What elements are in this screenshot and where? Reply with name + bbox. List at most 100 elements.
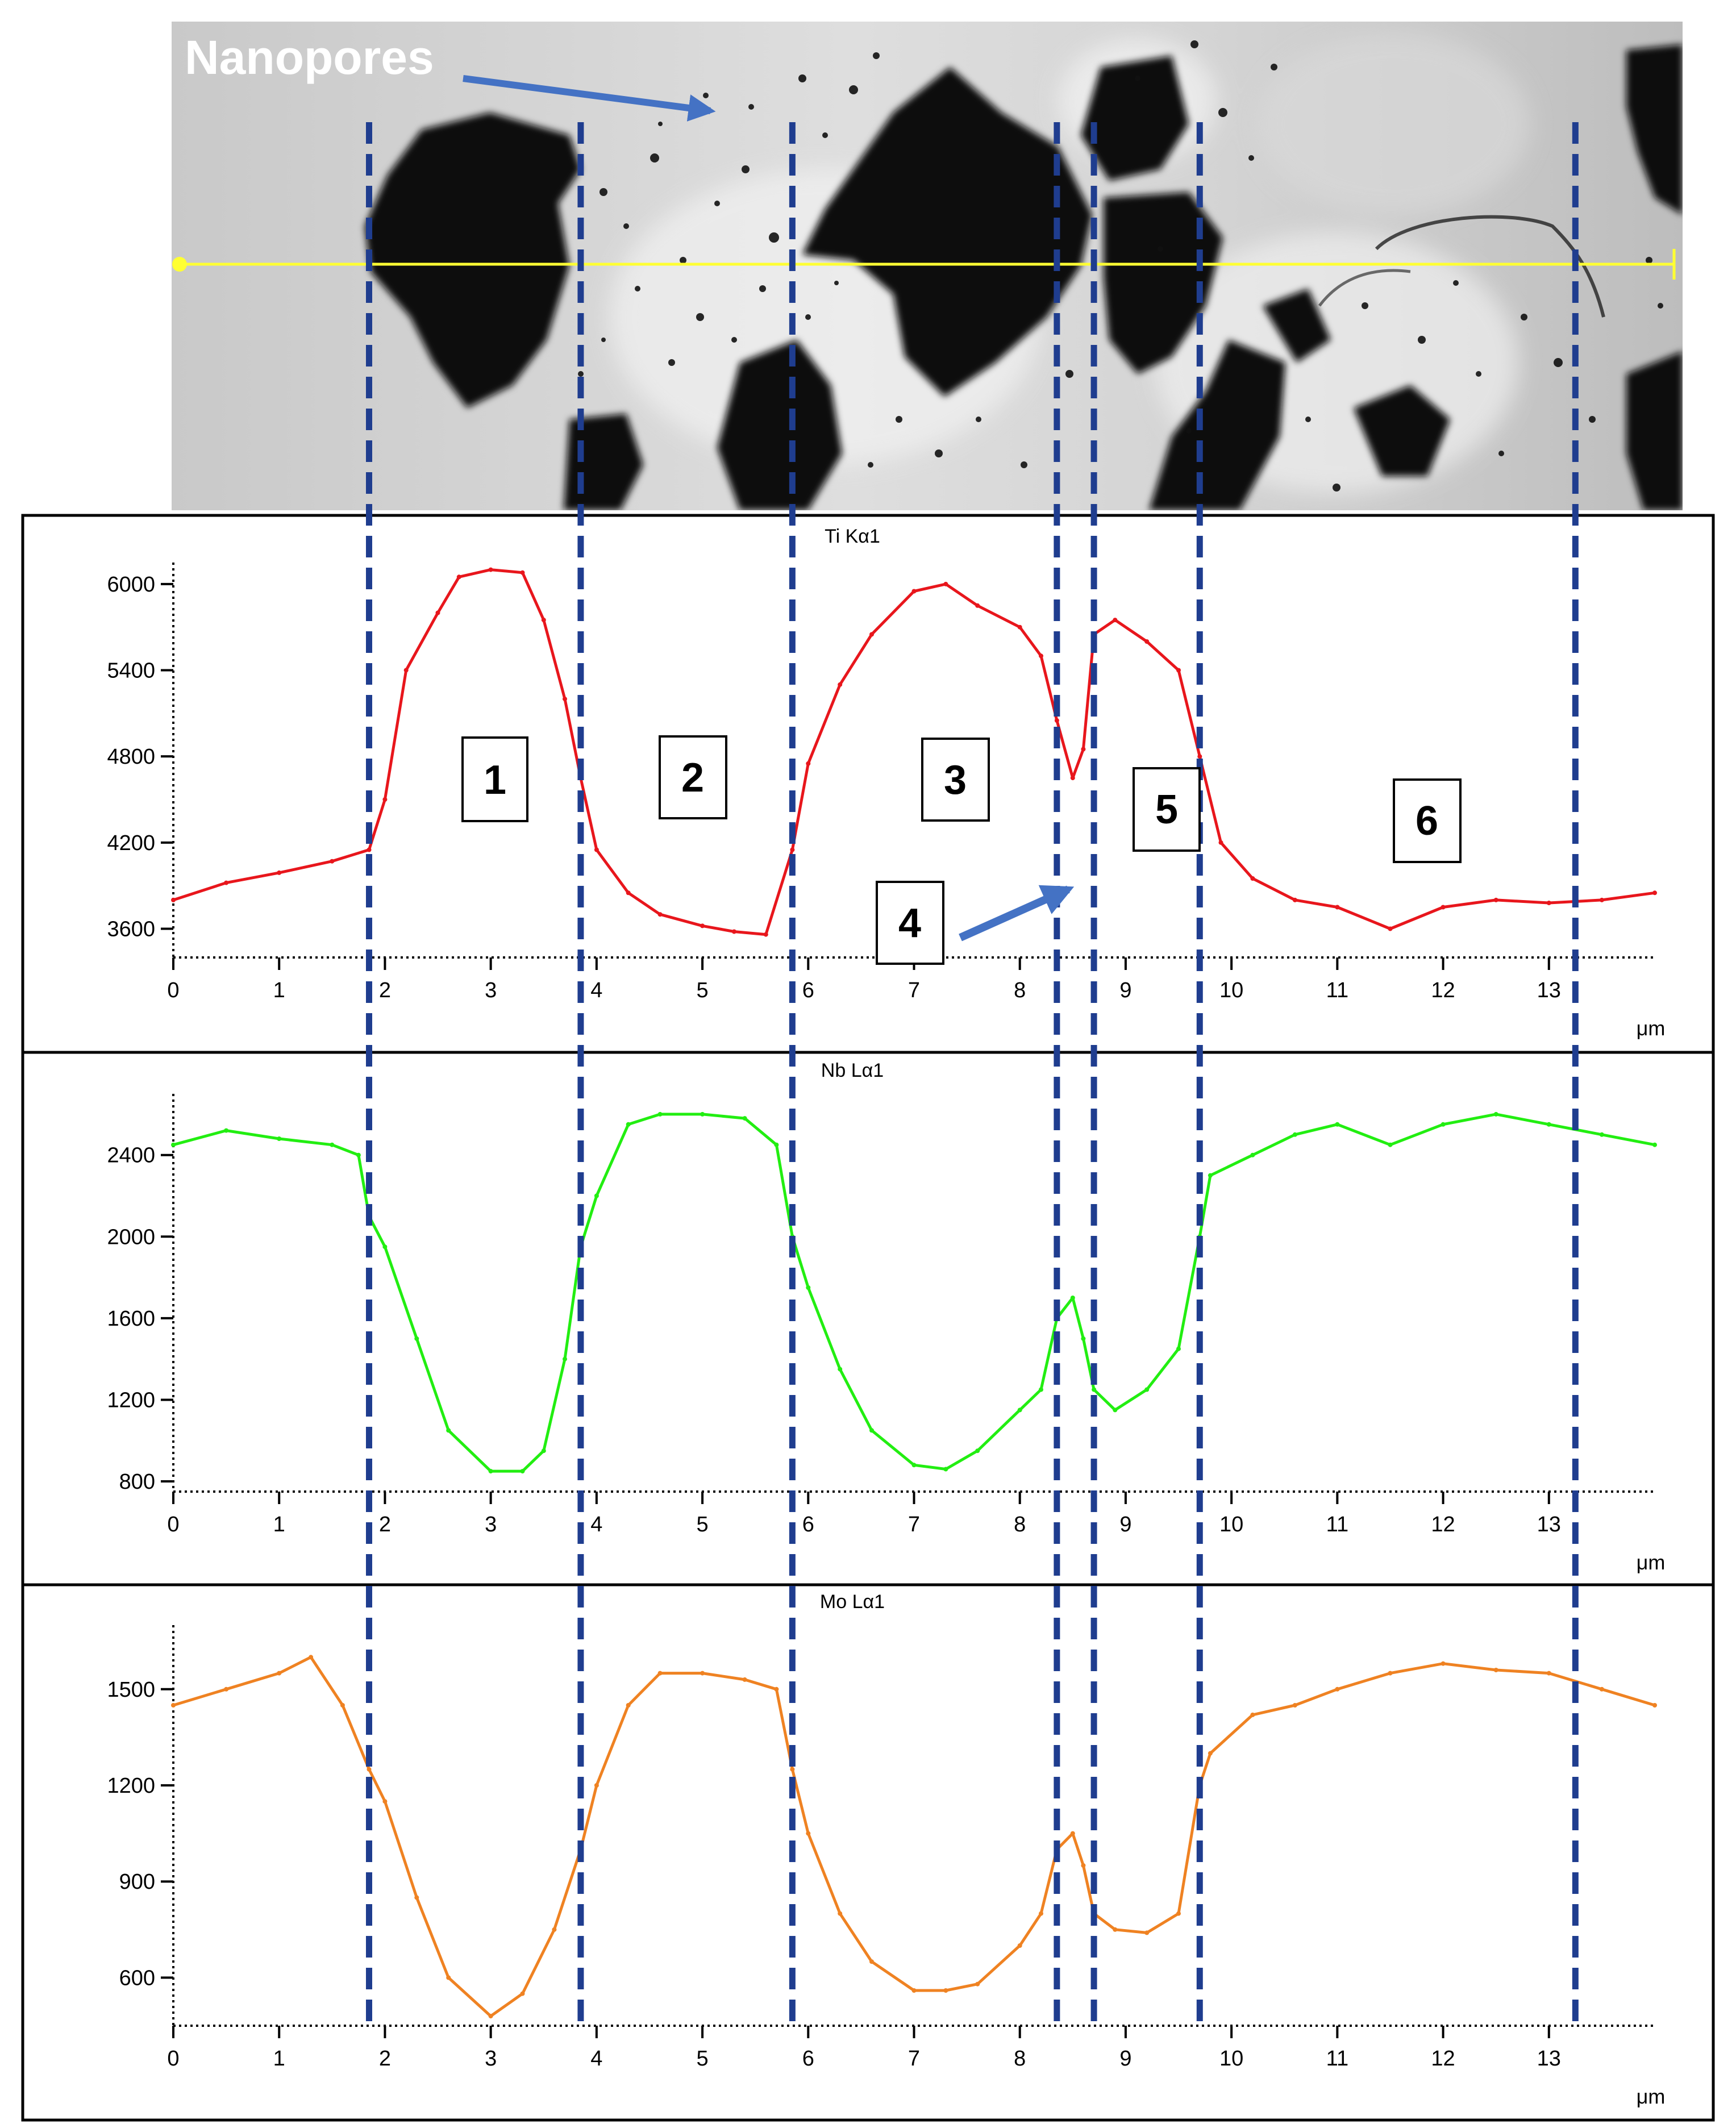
chart-mo-point [975,1981,980,1987]
chart-ti-point [403,668,409,673]
chart-ti-point [330,859,335,864]
chart-mo-ytick-label: 1200 [107,1774,155,1798]
chart-ti-point [277,870,282,875]
region-label-2-text: 2 [681,755,704,801]
region-label-2: 2 [659,735,727,819]
chart-mo-series-line [173,1655,1655,2018]
chart-nb-xtick-label: 0 [167,1513,179,1536]
chart-mo-xtick-label: 2 [379,2047,391,2071]
chart-mo-point [367,1767,372,1772]
chart-nb-point [911,1463,917,1468]
region-label-1-text: 1 [484,757,506,803]
black-grains [365,44,1683,510]
chart-nb-point [1144,1387,1150,1392]
chart-mo-title: Mo Lα1 [820,1591,885,1613]
chart-mo-xtick-label: 1 [273,2047,285,2071]
chart-nb-ytick-label: 2400 [107,1144,155,1168]
chart-nb-xtick-label: 3 [485,1513,497,1536]
chart-ti-point [700,923,705,928]
chart-mo-point [1388,1671,1393,1676]
region-label-6-text: 6 [1416,798,1438,844]
chart-ti-xtick-label: 8 [1014,978,1026,1002]
region-boundaries [365,122,1579,2031]
chart-mo-point [790,1767,795,1772]
chart-ti-xtick-label: 5 [697,978,709,1002]
region-label-4: 4 [876,881,944,965]
chart-ti-point [731,929,736,934]
chart-ti-point [382,797,388,802]
chart-nb-point [414,1336,419,1341]
chart-mo-point [1208,1751,1213,1756]
chart-ti-point [594,847,599,852]
chart-ti-point [1652,890,1657,896]
chart-nb-xtick-label: 10 [1219,1513,1243,1536]
chart-ti-point [838,682,843,687]
chart-mo-xtick-label: 13 [1537,2047,1561,2071]
chart-mo-xtick-label: 8 [1014,2047,1026,2071]
chart-ti-point [1017,624,1022,630]
chart-mo-point [171,1703,176,1708]
chart-nb-point [742,1116,747,1121]
chart-nb-point [806,1285,811,1290]
chart-nb-point [1208,1173,1213,1178]
chart-nb-point [1652,1142,1657,1147]
region-label-4-text: 4 [898,901,921,946]
chart-ti-point [367,847,372,852]
chart-mo-point [488,2014,493,2019]
chart-ti-ytick-label: 6000 [107,573,155,597]
chart-mo-point [594,1783,599,1788]
chart-nb-ytick-label: 1200 [107,1388,155,1412]
chart-nb-point [1092,1387,1097,1392]
chart-nb-point [700,1111,705,1117]
chart-ti-xtick-label: 7 [908,978,920,1002]
chart-ti-ytick-label: 3600 [107,917,155,941]
sem-micrograph [172,22,1683,510]
chart-mo-point [446,1975,451,1980]
chart-mo-point [1441,1661,1446,1666]
chart-ti-xtick-label: 12 [1431,978,1455,1002]
chart-nb-point [1546,1122,1551,1127]
chart-nb-ytick-label: 800 [119,1470,155,1494]
region-label-6: 6 [1393,778,1462,863]
chart-mo-xtick-label: 5 [697,2047,709,2071]
chart-nb-point [1388,1142,1393,1147]
chart-ti-point [488,567,493,572]
chart-nb-point [1599,1132,1604,1137]
chart-nb-xtick-label: 2 [379,1513,391,1536]
nanopore-dots [578,40,1663,492]
chart-mo-point [552,1927,557,1932]
chart-nb-point [171,1142,176,1147]
chart-ti-xtick-label: 9 [1119,978,1131,1002]
chart-nb-point [277,1136,282,1141]
chart-ti-xtick-label: 4 [590,978,602,1002]
chart-nb-point [838,1367,843,1372]
chart-mo-point [382,1799,388,1804]
chart-nb-xtick-label: 4 [590,1513,602,1536]
chart-mo-point [657,1671,663,1676]
chart-mo-point [1039,1911,1043,1916]
region-label-3: 3 [921,738,990,822]
chart-ti-point [1335,905,1340,910]
chart-ti-title: Ti Kα1 [825,526,880,547]
chart-ti-ytick-label: 5400 [107,659,155,683]
chart-ti-point [790,847,795,852]
chart-ti-point [1388,926,1393,931]
chart-nb-xtick-label: 8 [1014,1513,1026,1536]
chart-nb-point [1017,1407,1022,1413]
chart-nb-title: Nb Lα1 [821,1060,884,1081]
region-label-5-text: 5 [1155,787,1178,832]
chart-nb-point [1250,1152,1255,1157]
chart-nb-point [1081,1336,1086,1341]
chart-ti-xtick-label: 2 [379,978,391,1002]
chart-mo-point [869,1959,874,1964]
chart-mo-point [1546,1671,1551,1676]
region-4-arrow [959,885,1075,942]
chart-ti-ytick-label: 4800 [107,745,155,769]
chart-mo-xtick-label: 7 [908,2047,920,2071]
chart-nb-xtick-label: 6 [802,1513,814,1536]
chart-mo-point [943,1988,948,1993]
chart-nb-point [1176,1346,1181,1351]
